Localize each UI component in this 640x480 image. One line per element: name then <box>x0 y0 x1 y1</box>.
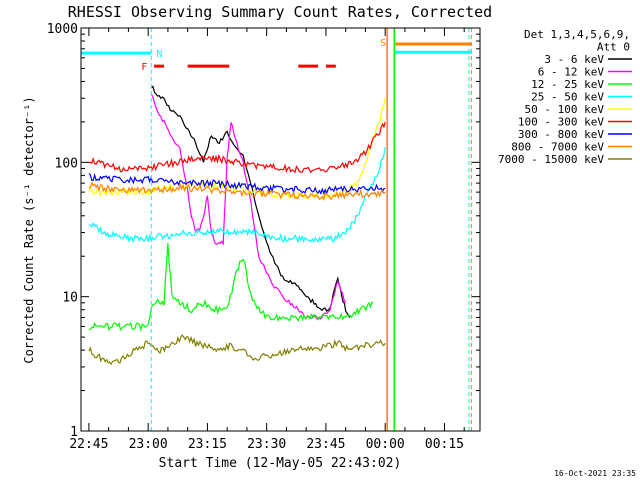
x-tick-labels: 22:45 23:00 23:15 23:30 23:45 00:00 00:15 <box>69 437 464 452</box>
annotation-label-0: N <box>156 49 162 60</box>
x-axis-label: Start Time (12-May-05 22:43:02) <box>159 456 402 471</box>
series-line-0 <box>150 85 351 318</box>
y-tick-label-3: 1000 <box>47 22 78 37</box>
legend-label-0: 3 - 6 keV <box>544 53 604 66</box>
legend-label-8: 7000 - 15000 keV <box>498 153 604 166</box>
legend-label-3: 25 - 50 keV <box>531 91 604 104</box>
timestamp: 16-Oct-2021 23:35 <box>554 469 636 478</box>
y-tick-labels: 1 10 100 1000 <box>47 22 78 440</box>
annotation-label-2: S <box>380 38 386 49</box>
legend-label-1: 6 - 12 keV <box>538 66 605 79</box>
legend-label-4: 50 - 100 keV <box>525 103 605 116</box>
x-tick-label-1: 23:00 <box>129 437 168 452</box>
series-line-5 <box>88 121 386 174</box>
y-tick-label-1: 10 <box>62 291 78 306</box>
legend-label-2: 12 - 25 keV <box>531 78 604 91</box>
series-line-6 <box>88 172 386 195</box>
x-tick-label-6: 00:15 <box>425 437 464 452</box>
plot-area: NF S <box>81 28 473 431</box>
y-tick-label-2: 100 <box>55 156 78 171</box>
legend-label-6: 300 - 800 keV <box>518 128 604 141</box>
series-line-1 <box>150 93 347 321</box>
x-tick-label-4: 23:45 <box>306 437 345 452</box>
legend-label-5: 100 - 300 keV <box>518 116 604 129</box>
y-axis-label: Corrected Count Rate (s⁻¹ detector⁻¹) <box>22 96 36 363</box>
legend-header-0: Det 1,3,4,5,6,9, <box>524 28 630 41</box>
x-tick-label-0: 22:45 <box>69 437 108 452</box>
axis-ticks <box>81 28 480 432</box>
legend-label-7: 800 - 7000 keV <box>511 141 604 154</box>
x-tick-label-2: 23:15 <box>188 437 227 452</box>
annotation-label-1: F <box>141 62 147 73</box>
x-tick-label-5: 00:00 <box>366 437 405 452</box>
series-line-2 <box>88 242 374 333</box>
chart-title: RHESSI Observing Summary Count Rates, Co… <box>68 3 492 21</box>
series-line-8 <box>88 334 386 366</box>
plot-frame <box>80 27 481 432</box>
x-tick-label-3: 23:30 <box>247 437 286 452</box>
legend-header-1: Att 0 <box>597 41 630 54</box>
series-line-3 <box>88 146 386 244</box>
series-line-7 <box>88 181 386 202</box>
y-tick-label-0: 1 <box>70 425 78 440</box>
